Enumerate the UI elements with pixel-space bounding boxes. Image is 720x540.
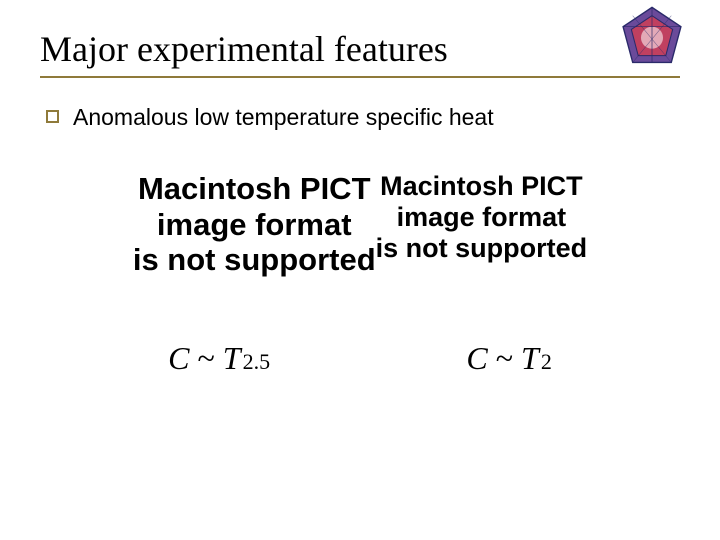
pict-line: Macintosh PICT [376,171,588,202]
formula-row: C ~ T 2.5 C ~ T 2 [40,340,680,377]
pict-placeholder-left: Macintosh PICT image format is not suppo… [133,171,376,278]
formula-var: C [466,340,487,377]
pict-line: Macintosh PICT [133,171,376,207]
page-title: Major experimental features [40,28,680,70]
formula-rel: ~ [496,340,513,377]
bullet-item: Anomalous low temperature specific heat [40,104,680,131]
bullet-text: Anomalous low temperature specific heat [73,104,494,131]
formula-exp: 2 [541,349,552,375]
pict-placeholder-row: Macintosh PICT image format is not suppo… [40,171,680,278]
logo-icon [616,6,688,68]
formula-base: T [223,340,241,377]
formula-left: C ~ T 2.5 [168,340,270,377]
pict-line: image format [133,207,376,243]
pict-line: image format [376,202,588,233]
formula-var: C [168,340,189,377]
title-row: Major experimental features [40,28,680,78]
pict-placeholder-right: Macintosh PICT image format is not suppo… [376,171,588,278]
formula-exp: 2.5 [243,349,271,375]
slide: Major experimental features Anomalous lo… [0,0,720,540]
pict-line: is not supported [133,242,376,278]
pict-line: is not supported [376,233,588,264]
formula-right: C ~ T 2 [466,340,551,377]
formula-rel: ~ [197,340,214,377]
formula-base: T [521,340,539,377]
bullet-marker-icon [46,110,59,123]
